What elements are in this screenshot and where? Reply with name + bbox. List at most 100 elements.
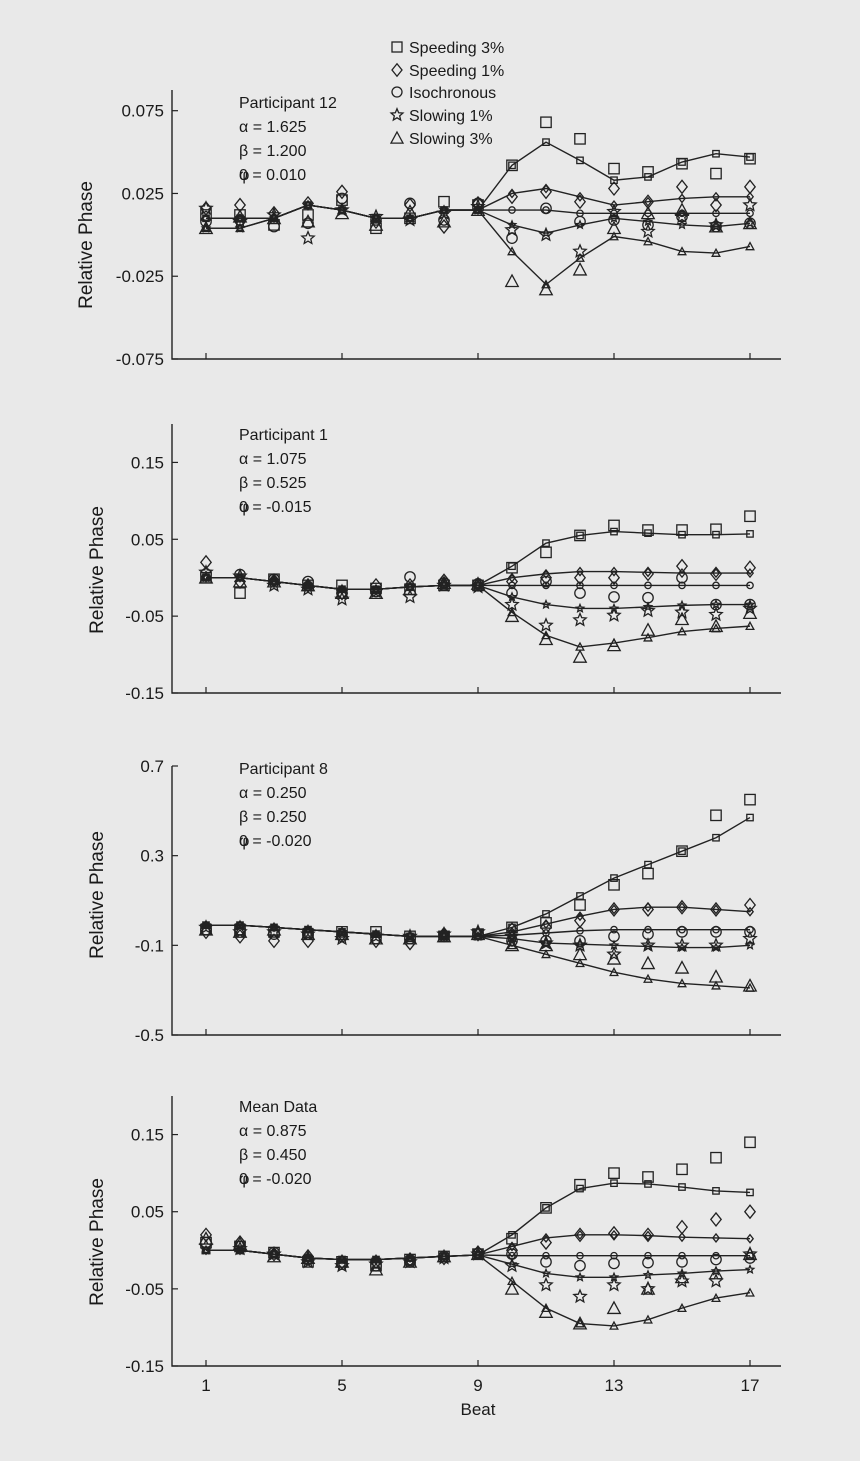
observed-point-isochronous (370, 214, 382, 226)
observed-point-speeding-3 (200, 209, 212, 221)
plot-layer: 0.0750.025-0.025-0.0750.150.05-0.05-0.15… (116, 90, 781, 1395)
observed-point-speeding-1 (301, 195, 315, 211)
observed-point-slowing-1 (708, 937, 724, 952)
observed-point-speeding-1 (573, 194, 587, 210)
observed-point-slowing-3 (538, 281, 554, 296)
observed-point-speeding-1 (641, 566, 655, 582)
observed-point-slowing-3 (674, 960, 690, 974)
observed-point-slowing-3 (708, 218, 724, 233)
observed-point-speeding-3 (540, 546, 552, 559)
observed-point-speeding-1 (505, 189, 519, 205)
observed-point-speeding-3 (574, 132, 586, 145)
fit-point-speeding-1 (643, 1230, 653, 1241)
fit-point-speeding-1 (745, 906, 755, 917)
observed-point-slowing-1 (504, 596, 520, 612)
observed-point-slowing-1 (742, 196, 758, 212)
observed-point-slowing-3 (504, 1281, 520, 1295)
panel-3-ylabel: Relative Phase (87, 831, 108, 959)
observed-point-slowing-3 (232, 573, 248, 588)
fit-point-speeding-1 (575, 911, 585, 922)
fit-point-slowing-1 (574, 602, 586, 614)
observed-point-slowing-1 (436, 925, 452, 941)
panel-4-phi: 0 = -0.020 (239, 1171, 312, 1188)
observed-point-slowing-3 (368, 217, 384, 231)
observed-point-speeding-1 (675, 899, 689, 915)
fit-point-slowing-3 (575, 1318, 585, 1328)
fit-point-speeding-1 (609, 200, 619, 211)
xtick-label: 9 (473, 1376, 482, 1395)
fit-point-slowing-3 (677, 626, 687, 636)
legend-marker-slowing-3 (389, 130, 405, 144)
panel-4-ytick-label: -0.15 (125, 1357, 164, 1376)
fit-point-slowing-3 (609, 967, 619, 977)
observed-point-slowing-3 (436, 213, 452, 228)
observed-point-isochronous (608, 591, 620, 603)
fit-point-speeding-3 (576, 531, 584, 540)
observed-point-slowing-1 (674, 604, 690, 619)
observed-point-speeding-1 (675, 558, 689, 574)
observed-point-speeding-1 (573, 913, 587, 929)
panel-4-title: Mean Data (239, 1099, 317, 1116)
observed-point-slowing-3 (266, 573, 282, 588)
panel-2-title: Participant 1 (239, 427, 328, 444)
observed-point-isochronous (200, 215, 212, 228)
legend-marker-speeding-3 (391, 41, 403, 53)
observed-point-slowing-1 (300, 925, 316, 941)
fit-point-speeding-3 (542, 138, 550, 146)
panel-2-ytick-label: -0.15 (125, 684, 164, 703)
observed-point-slowing-3 (402, 204, 418, 218)
observed-point-slowing-3 (300, 213, 316, 228)
observed-point-speeding-3 (574, 1178, 586, 1191)
observed-point-slowing-3 (708, 618, 724, 633)
legend-label-speeding-1: Speeding 1% (409, 63, 504, 80)
observed-point-slowing-3 (402, 1254, 418, 1268)
observed-point-slowing-1 (470, 1245, 486, 1261)
observed-point-slowing-1 (504, 221, 520, 237)
observed-point-slowing-1 (470, 923, 486, 939)
fit-point-slowing-3 (201, 223, 211, 233)
fit-point-speeding-3 (678, 847, 686, 856)
observed-point-speeding-1 (573, 1227, 587, 1243)
observed-point-isochronous (574, 934, 586, 947)
panel-1-alpha: α = 1.625 (239, 119, 307, 136)
observed-point-slowing-1 (266, 1245, 282, 1261)
observed-point-speeding-3 (642, 1171, 654, 1183)
observed-point-speeding-3 (574, 899, 586, 911)
observed-point-slowing-1 (640, 937, 656, 952)
observed-point-slowing-3 (606, 1300, 622, 1315)
observed-point-slowing-1 (198, 200, 214, 215)
fit-point-slowing-3 (575, 252, 585, 262)
observed-point-speeding-3 (540, 116, 552, 129)
observed-point-speeding-3 (608, 1167, 620, 1179)
observed-point-speeding-3 (710, 523, 722, 536)
fit-point-isochronous (712, 209, 720, 218)
observed-point-slowing-3 (674, 611, 690, 626)
phi-symbol: φ (239, 167, 249, 184)
fit-point-speeding-3 (610, 176, 618, 185)
observed-point-speeding-1 (743, 560, 757, 576)
observed-point-slowing-3 (742, 978, 758, 992)
fit-point-speeding-3 (746, 530, 754, 538)
fit-point-speeding-3 (508, 161, 516, 170)
observed-point-isochronous (268, 220, 280, 233)
fit-point-speeding-1 (745, 191, 755, 202)
panel-1-ytick-label: 0.025 (121, 184, 164, 203)
observed-point-slowing-1 (402, 1253, 418, 1269)
observed-point-slowing-1 (198, 919, 214, 935)
fit-point-speeding-1 (541, 568, 551, 579)
panel-1-beta: β = 1.200 (239, 143, 307, 160)
observed-point-slowing-3 (470, 926, 486, 941)
observed-point-slowing-1 (640, 602, 656, 618)
observed-point-speeding-3 (744, 510, 756, 523)
fit-point-isochronous (610, 581, 618, 590)
observed-point-slowing-1 (742, 930, 758, 946)
fit-point-slowing-3 (677, 246, 687, 256)
observed-point-speeding-1 (709, 566, 723, 582)
panel-3-ytick-label: 0.3 (140, 847, 164, 866)
observed-point-speeding-3 (744, 1136, 756, 1149)
panel-1-ylabel: Relative Phase (76, 181, 97, 309)
observed-point-slowing-3 (334, 926, 350, 941)
observed-point-slowing-3 (742, 215, 758, 230)
